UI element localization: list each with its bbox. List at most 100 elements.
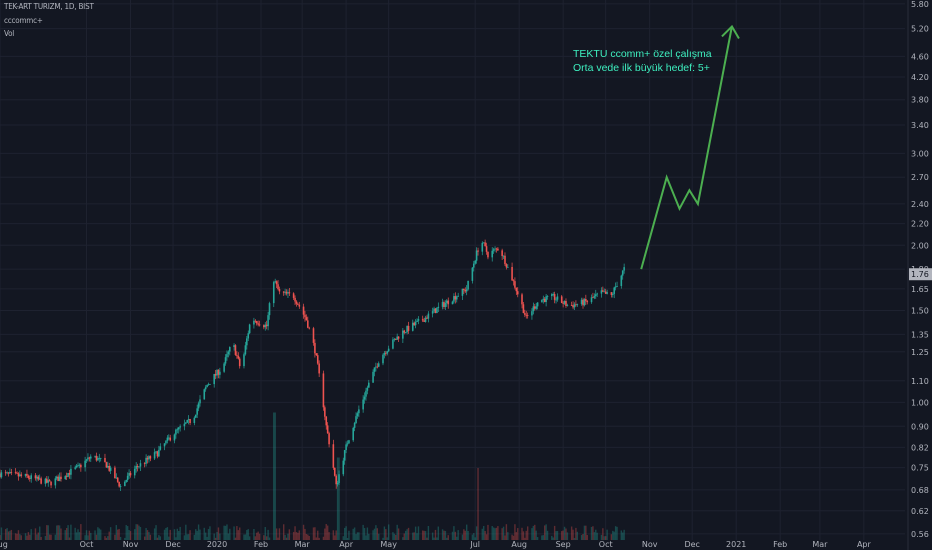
grid-lines [0, 0, 905, 540]
volume-bar [355, 534, 357, 540]
volume-bar [373, 528, 376, 540]
candle-body [423, 320, 425, 322]
volume-bar [562, 530, 564, 540]
volume-bar [362, 524, 364, 540]
time-axis[interactable]: Aug Oct Nov Dec 2020 Feb Mar Apr May Jul Aug Sep Oct… [0, 540, 871, 549]
projection-arrowhead [721, 24, 740, 39]
volume-bar [563, 526, 566, 540]
volume-bar [556, 531, 559, 540]
candle-body [285, 291, 288, 294]
candle-body [168, 437, 170, 439]
volume-bar [446, 537, 448, 540]
candle-body [78, 464, 81, 466]
time-tick-label: May [380, 540, 397, 549]
volume-bar [336, 457, 339, 540]
volume-bar [343, 527, 346, 540]
candle-body [247, 333, 250, 339]
candle-body [482, 242, 485, 244]
volume-bar [542, 535, 544, 540]
volume-bar [233, 526, 235, 540]
volume-bar [368, 533, 370, 540]
candle-body [362, 399, 364, 410]
volume-bar [97, 527, 99, 540]
candle-body [48, 480, 51, 482]
volume-bar [34, 528, 37, 540]
candle-body [502, 255, 505, 257]
candle-body [536, 302, 539, 307]
candle-body [353, 423, 356, 428]
volume-bar [267, 529, 269, 540]
candle-body [16, 472, 18, 474]
candle-body [0, 472, 3, 478]
indicator-label[interactable]: cccommc+ [4, 16, 43, 25]
volume-bar [168, 536, 170, 540]
candle-body [316, 355, 319, 364]
volume-bar [155, 525, 157, 540]
candle-body [614, 286, 617, 288]
volume-bar [288, 529, 291, 540]
candle-body [431, 311, 434, 314]
candle-body [64, 476, 67, 480]
symbol-title[interactable]: TEK-ART TURIZM, 1D, BIST [4, 2, 94, 11]
volume-bar [395, 534, 397, 540]
volume-bar [372, 530, 374, 540]
candle-body [304, 314, 306, 318]
annotation-line-2[interactable]: Orta vede ilk büyük hedef: 5+ [573, 62, 710, 74]
volume-bar [178, 530, 180, 540]
volume-bar [246, 530, 248, 540]
volume-bar [302, 524, 305, 540]
candle-body [411, 322, 414, 331]
candle-body [451, 301, 454, 305]
candle-body [9, 472, 11, 474]
volume-bar [224, 525, 227, 540]
volume-bar [108, 531, 110, 540]
price-axis[interactable]: 5.80 5.20 4.60 4.20 3.80 3.40 3.00 2.70 2.40 2.20… [907, 0, 932, 550]
volume-bar [600, 534, 603, 540]
volume-bar [143, 536, 146, 540]
candle-body [267, 315, 269, 327]
candle-body [387, 348, 390, 352]
volume-bar [27, 532, 30, 540]
price-tick-label: 1.50 [911, 306, 929, 315]
price-tick-label: 1.35 [911, 330, 929, 339]
candle-body [177, 427, 180, 430]
volume-bar [263, 535, 265, 540]
candle-body [481, 242, 484, 252]
volume-bar [176, 528, 179, 540]
volume-bar [100, 529, 102, 540]
annotation-line-1[interactable]: TEKTU ccomm+ özel çalışma [573, 48, 712, 60]
volume-bar [512, 535, 515, 540]
volume-bar [256, 532, 258, 540]
volume-label[interactable]: Vol [4, 29, 15, 38]
volume-bar [284, 534, 286, 540]
candle-body [491, 250, 494, 258]
candle-body [297, 303, 299, 305]
volume-bar [497, 526, 499, 540]
volume-bar [185, 524, 187, 540]
candle-body [224, 357, 227, 364]
volume-bar [50, 534, 52, 540]
candle-body [199, 399, 201, 404]
volume-bar [393, 533, 396, 540]
candle-body [382, 354, 384, 364]
candle-body [434, 308, 437, 314]
volume-bar [511, 534, 513, 540]
volume-bars [0, 412, 625, 540]
candle-body [324, 407, 326, 417]
candle-body [4, 472, 7, 474]
candle-body [129, 472, 132, 476]
volume-bar [204, 532, 207, 540]
candle-body [394, 339, 397, 341]
candle-body [38, 478, 41, 480]
candle-body [613, 287, 616, 294]
candle-body [560, 296, 563, 304]
volume-bar [481, 528, 483, 540]
volume-bar [570, 526, 573, 540]
volume-bar [346, 537, 349, 540]
candle-body [416, 320, 418, 322]
volume-bar [0, 527, 3, 540]
candle-body [375, 366, 377, 368]
volume-bar [74, 527, 76, 540]
volume-bar [376, 528, 379, 540]
